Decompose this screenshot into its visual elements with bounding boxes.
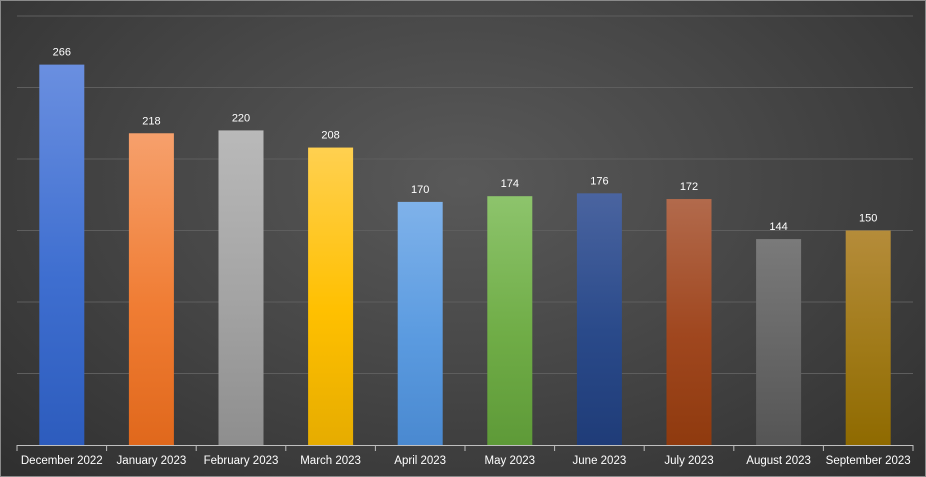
x-tick-label: August 2023 (746, 455, 811, 467)
data-label: 174 (501, 178, 519, 190)
bars (39, 64, 891, 445)
data-label: 144 (769, 221, 787, 233)
bar-december-2022 (39, 64, 85, 445)
x-tick-label: December 2022 (21, 455, 103, 467)
data-label: 150 (859, 213, 877, 225)
bar-july-2023 (666, 199, 712, 445)
data-labels: 266 218 220 208 170 174 176 172 144 150 (53, 47, 878, 233)
x-tick-label: February 2023 (204, 455, 279, 467)
x-tick-label: July 2023 (664, 455, 713, 467)
x-axis: December 2022 January 2023 February 2023 Ma… (16, 445, 914, 467)
x-tick-label: September 2023 (826, 455, 911, 467)
x-tick-label: January 2023 (117, 455, 187, 467)
data-label: 170 (411, 184, 429, 196)
data-label: 172 (680, 181, 698, 193)
bar-september-2023 (845, 230, 891, 445)
bar-january-2023 (128, 133, 174, 445)
x-tick-label: March 2023 (300, 455, 361, 467)
data-label: 208 (321, 130, 339, 142)
bar-march-2023 (308, 147, 354, 445)
data-label: 266 (53, 47, 71, 59)
bar-august-2023 (756, 239, 802, 445)
x-tick-label: May 2023 (485, 455, 536, 467)
data-label: 220 (232, 112, 250, 124)
bar-february-2023 (218, 130, 264, 445)
bar-may-2023 (487, 196, 533, 445)
bar-april-2023 (397, 201, 443, 445)
data-label: 218 (142, 115, 160, 127)
x-tick-label: June 2023 (573, 455, 627, 467)
bar-june-2023 (576, 193, 622, 445)
data-label: 176 (590, 175, 608, 187)
x-tick-label: April 2023 (394, 455, 446, 467)
